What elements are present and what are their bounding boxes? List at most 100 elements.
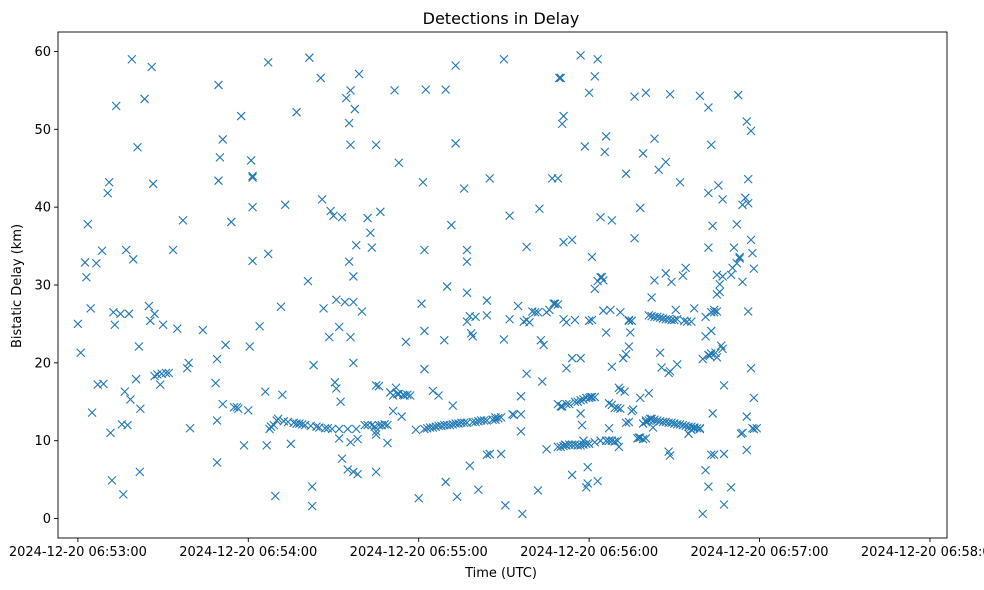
data-point [491, 415, 500, 425]
data-point [482, 296, 492, 305]
data-point [140, 94, 150, 104]
data-point [462, 317, 472, 326]
data-point [675, 419, 685, 429]
data-point [618, 353, 628, 363]
data-point [326, 206, 336, 216]
data-point [116, 309, 125, 319]
data-point [738, 200, 747, 210]
data-point [319, 303, 328, 313]
data-point [567, 353, 577, 363]
data-point [371, 140, 381, 150]
data-point [459, 418, 469, 428]
data-point [556, 73, 566, 83]
data-point [530, 307, 540, 317]
data-point [706, 326, 716, 336]
data-point [705, 351, 715, 361]
data-point [627, 316, 637, 326]
data-point [276, 302, 286, 312]
data-point [615, 307, 625, 317]
data-point [124, 309, 134, 319]
data-point [87, 408, 97, 418]
data-point [641, 417, 651, 427]
data-point [255, 321, 265, 331]
data-point [418, 177, 428, 187]
data-point [590, 284, 600, 294]
data-point [584, 316, 594, 326]
data-point [719, 381, 729, 390]
data-point [675, 177, 685, 187]
data-point [621, 418, 631, 428]
y-tick-label: 10 [34, 434, 51, 449]
data-point [682, 317, 692, 326]
data-point [587, 315, 597, 325]
data-point [570, 315, 580, 325]
data-point [334, 433, 344, 443]
data-point [239, 440, 249, 450]
data-point [445, 420, 455, 430]
data-point [732, 219, 742, 229]
data-point [128, 254, 138, 264]
data-point [712, 270, 722, 280]
data-point [715, 279, 725, 289]
data-point [371, 467, 381, 477]
data-point [493, 413, 503, 423]
data-point [110, 320, 120, 330]
data-point [562, 363, 571, 373]
data-point [346, 332, 355, 342]
data-point [233, 404, 243, 414]
data-point [348, 272, 358, 281]
data-point [215, 152, 225, 162]
data-point [158, 320, 168, 330]
data-point [695, 424, 705, 434]
data-point [439, 335, 449, 345]
data-point [550, 299, 560, 309]
data-point [198, 325, 208, 335]
data-point [610, 437, 620, 446]
y-tick-label: 30 [34, 279, 51, 294]
data-point [496, 449, 506, 459]
data-point [715, 287, 725, 297]
data-point [564, 399, 574, 409]
data-point [644, 310, 654, 320]
data-point [713, 180, 723, 190]
data-point [334, 424, 344, 434]
data-point [121, 245, 131, 255]
data-point [145, 316, 155, 326]
data-point [647, 293, 657, 302]
data-point [473, 485, 483, 495]
data-point [738, 428, 747, 438]
data-point [106, 428, 115, 438]
data-point [641, 433, 651, 443]
data-point [740, 193, 750, 203]
data-point [672, 314, 682, 324]
data-point [383, 438, 392, 448]
data-point [742, 117, 752, 126]
data-point [562, 399, 571, 409]
data-point [388, 406, 398, 416]
data-point [732, 258, 742, 268]
data-point [709, 307, 719, 317]
x-axis-label: Time (UTC) [464, 566, 537, 581]
data-point [263, 57, 273, 67]
data-point [562, 317, 571, 327]
data-point [184, 358, 194, 368]
data-point [749, 424, 759, 434]
data-point [123, 420, 132, 430]
data-point [746, 235, 756, 245]
data-point [706, 140, 716, 150]
data-point [260, 387, 270, 397]
data-point [579, 395, 588, 404]
data-point [735, 252, 745, 262]
data-point [346, 85, 355, 95]
data-point [104, 177, 114, 187]
data-point [671, 305, 681, 315]
data-point [346, 140, 355, 150]
data-point [635, 393, 645, 403]
x-tick-label: 2024-12-20 06:54:00 [179, 545, 317, 560]
data-point [522, 369, 532, 379]
data-point [746, 363, 756, 373]
data-point [397, 412, 407, 421]
data-point [334, 322, 344, 332]
data-point [535, 204, 544, 214]
